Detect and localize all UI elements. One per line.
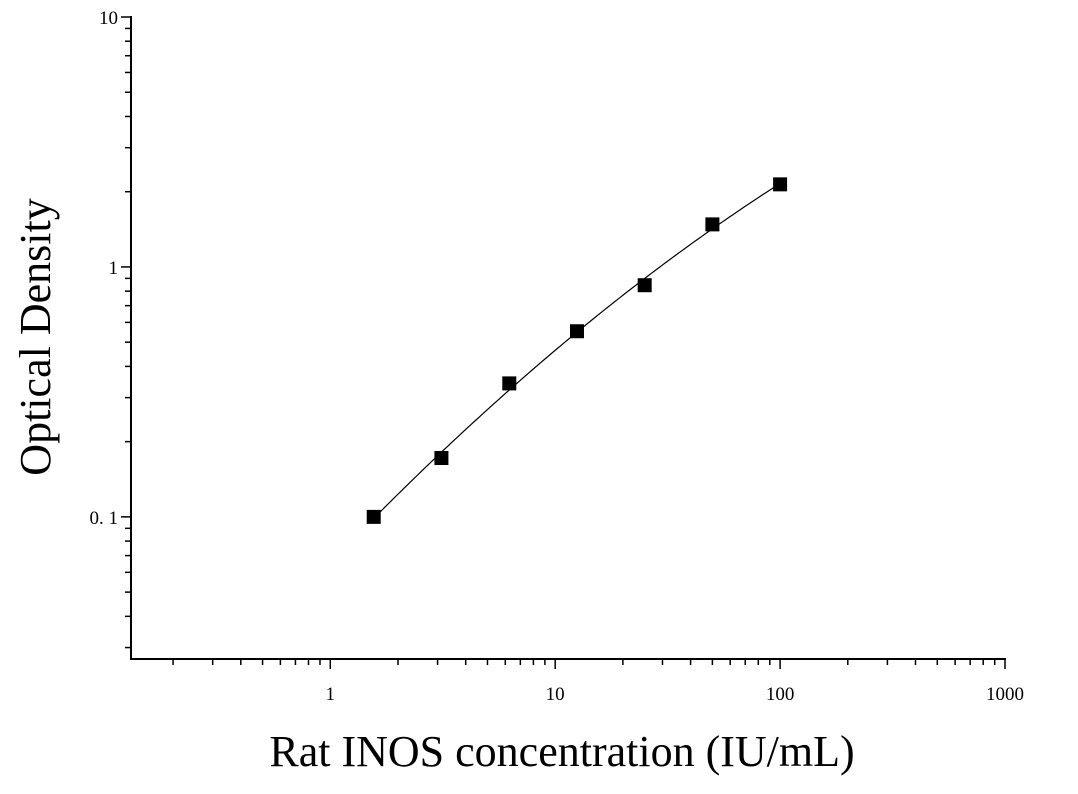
data-point xyxy=(569,324,584,339)
data-point xyxy=(502,376,517,391)
data-point xyxy=(705,217,720,232)
y-axis-title: Optical Density xyxy=(11,198,60,475)
data-point xyxy=(637,278,652,293)
axes: 1 10 100 1000 0. 1 1 10 xyxy=(90,8,1025,705)
data-points-layer xyxy=(366,177,788,524)
x-axis-title: Rat INOS concentration (IU/mL) xyxy=(269,727,854,776)
data-point xyxy=(366,509,381,524)
fit-curve-layer xyxy=(373,182,781,519)
x-tick-label: 10 xyxy=(546,684,565,705)
x-tick-label: 1000 xyxy=(986,684,1024,705)
x-tick-label: 100 xyxy=(766,684,795,705)
x-tick-label: 1 xyxy=(326,684,336,705)
y-tick-label: 0. 1 xyxy=(90,508,119,529)
fit-curve xyxy=(373,182,781,519)
data-point xyxy=(434,451,449,466)
data-point xyxy=(773,177,788,192)
y-tick-label: 1 xyxy=(109,258,119,279)
y-tick-label: 10 xyxy=(99,8,118,29)
